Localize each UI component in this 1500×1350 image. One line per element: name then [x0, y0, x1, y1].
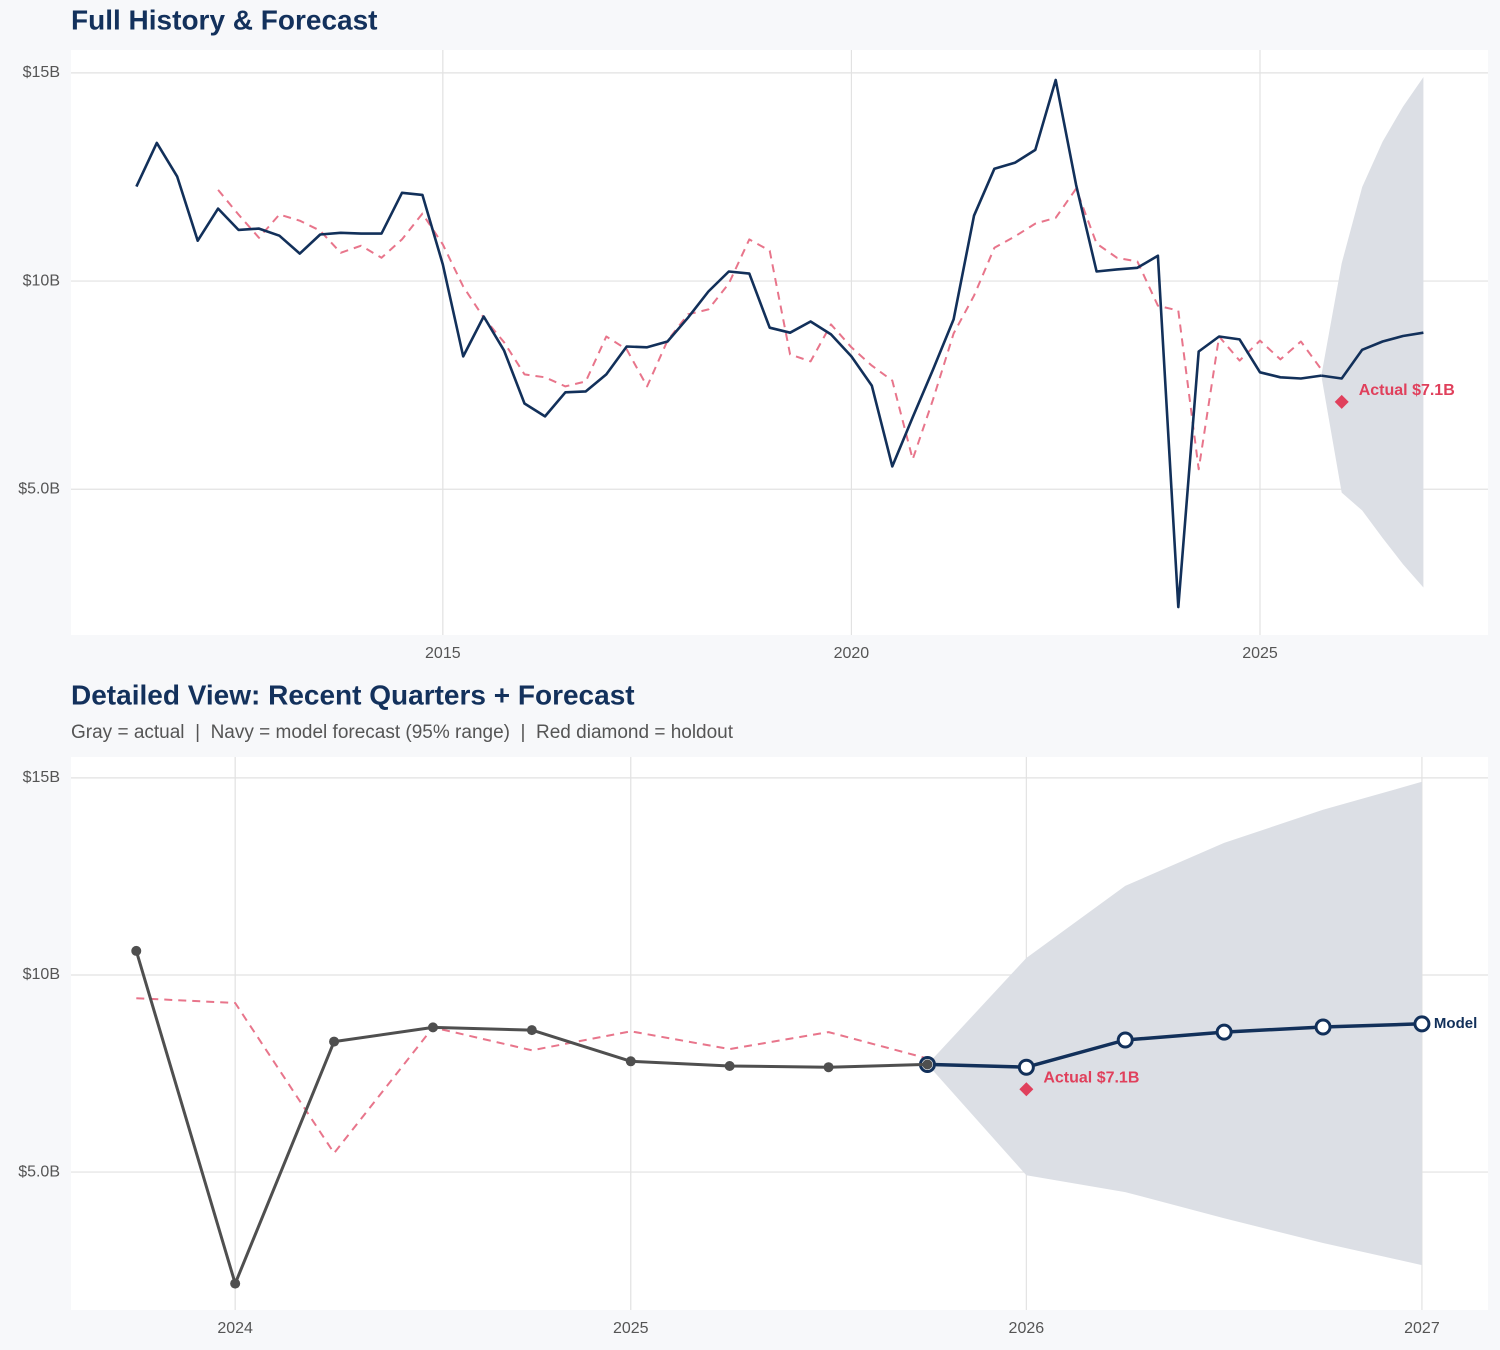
- data-point: [1017, 1058, 1035, 1076]
- data-point: [625, 1056, 636, 1067]
- data-point: [329, 1036, 340, 1047]
- y-tick-label: $10B: [23, 272, 60, 289]
- y-tick-label: $5.0B: [18, 1163, 60, 1180]
- data-point: [427, 1022, 438, 1033]
- forecast-band: [927, 781, 1422, 1266]
- holdout-label: Actual $7.1B: [1043, 1069, 1139, 1086]
- forecast-band: [1321, 77, 1424, 588]
- y-tick-label: $15B: [23, 769, 60, 786]
- data-point: [1314, 1018, 1332, 1036]
- series-end-label: Model: [1434, 1015, 1477, 1032]
- data-point: [131, 945, 142, 956]
- data-point: [724, 1061, 735, 1072]
- x-tick-label: 2027: [1404, 1320, 1440, 1337]
- x-tick-label: 2025: [613, 1320, 649, 1337]
- holdout-marker: [1334, 394, 1349, 409]
- data-point: [1215, 1023, 1233, 1041]
- series-line: [1321, 331, 1424, 380]
- x-tick-label: 2024: [217, 1320, 253, 1337]
- x-tick-label: 2026: [1009, 1320, 1045, 1337]
- chart-title: Detailed View: Recent Quarters + Forecas…: [71, 679, 635, 710]
- series-line: [135, 78, 1322, 609]
- data-point: [1413, 1015, 1431, 1033]
- x-tick-label: 2015: [425, 645, 461, 662]
- y-tick-label: $10B: [23, 966, 60, 983]
- data-point: [1116, 1031, 1134, 1049]
- holdout-marker: [1019, 1082, 1034, 1097]
- chart-title: Full History & Forecast: [71, 4, 378, 35]
- chart-subtitle: Gray = actual | Navy = model forecast (9…: [71, 722, 734, 743]
- x-tick-label: 2025: [1242, 645, 1278, 662]
- y-tick-label: $15B: [23, 64, 60, 81]
- holdout-label: Actual $7.1B: [1359, 382, 1455, 399]
- x-tick-label: 2020: [834, 645, 870, 662]
- y-tick-label: $5.0B: [18, 480, 60, 497]
- series-line: [927, 1022, 1422, 1069]
- data-point: [922, 1059, 933, 1070]
- series-line: [217, 187, 1323, 471]
- data-point: [823, 1062, 834, 1073]
- plot-area: [71, 50, 1488, 635]
- data-point: [230, 1278, 241, 1289]
- data-point: [526, 1025, 537, 1036]
- series-line: [136, 997, 928, 1155]
